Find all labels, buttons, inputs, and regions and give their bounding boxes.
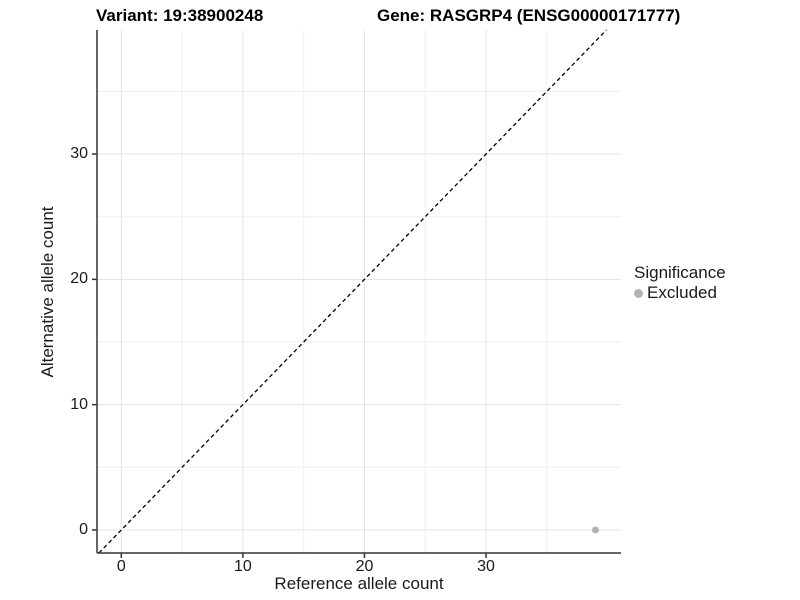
y-tick-label: 10 xyxy=(70,395,88,413)
legend-title: Significance xyxy=(634,263,726,282)
legend: Significance Excluded xyxy=(634,263,726,303)
identity-line xyxy=(98,29,607,554)
gene-title: Gene: RASGRP4 (ENSG00000171777) xyxy=(377,6,681,25)
data-point xyxy=(591,526,599,534)
y-tick-label: 30 xyxy=(70,145,88,163)
x-tick-label: 30 xyxy=(477,558,495,575)
y-tick-label: 20 xyxy=(70,270,88,288)
y-tick-label: 0 xyxy=(79,520,88,538)
x-tick-label: 20 xyxy=(355,558,374,575)
y-axis-title: Alternative allele count xyxy=(38,206,57,378)
x-tick-label: 10 xyxy=(233,558,252,575)
legend-items: Excluded xyxy=(634,283,726,303)
x-axis-title: Reference allele count xyxy=(274,574,444,593)
variant-title: Variant: 19:38900248 xyxy=(96,6,264,25)
legend-label: Excluded xyxy=(647,283,717,302)
legend-point-icon xyxy=(634,288,643,298)
x-tick-label: 0 xyxy=(116,558,126,575)
legend-item: Excluded xyxy=(634,283,726,303)
